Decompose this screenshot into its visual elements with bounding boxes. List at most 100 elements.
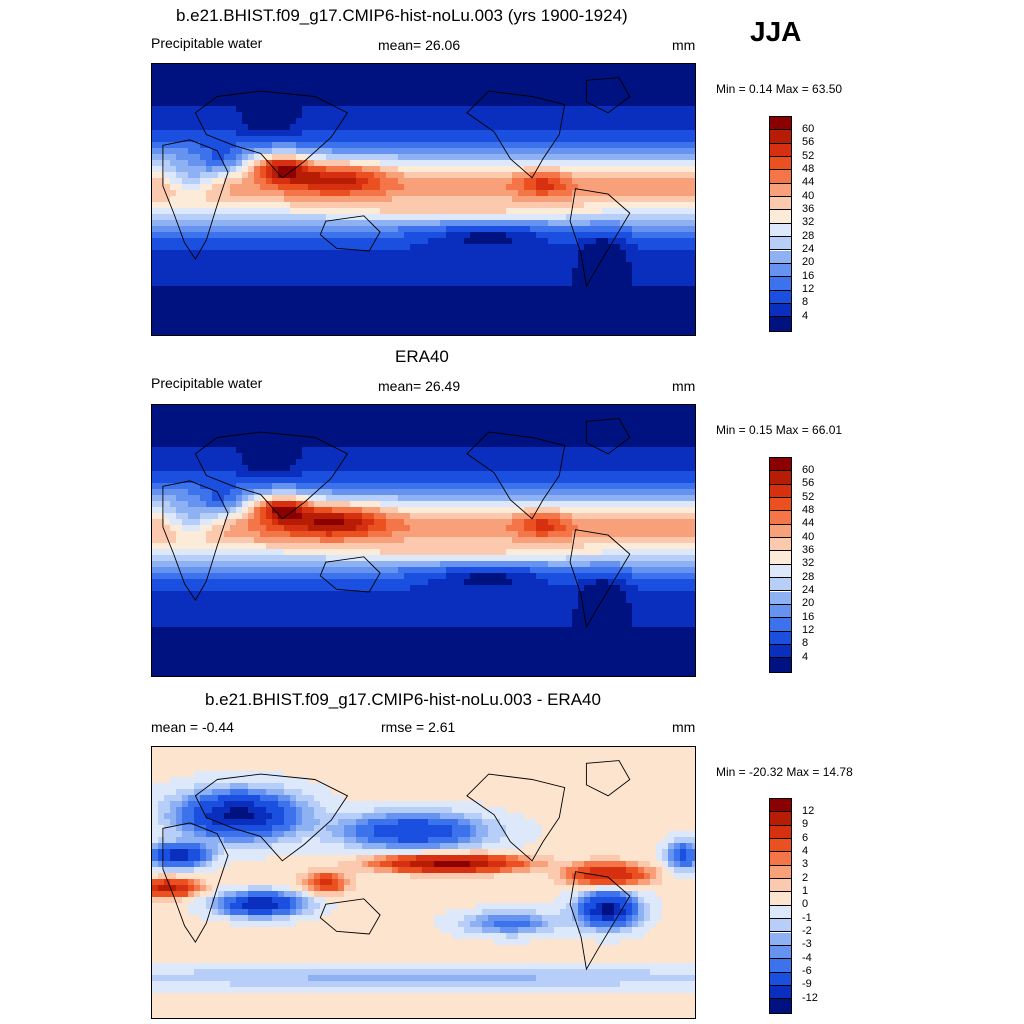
colorbar-tick-label: 24	[802, 243, 815, 255]
colorbar-swatch	[770, 564, 791, 579]
colorbar-swatch	[770, 839, 791, 853]
colorbar-swatch	[770, 591, 791, 605]
colorbar-swatch	[770, 905, 791, 920]
colorbar-swatch	[770, 183, 791, 198]
colorbar-tick-label: 48	[802, 503, 815, 516]
colorbar-swatch	[770, 999, 791, 1013]
colorbar-swatch	[770, 959, 791, 973]
coastline	[319, 215, 381, 252]
coastline	[569, 871, 631, 971]
colorbar-swatch	[770, 551, 791, 565]
coastline	[585, 77, 631, 114]
panel-2-mean-label: mean= 26.49	[378, 378, 461, 394]
colorbar-swatch	[770, 210, 791, 224]
colorbar-swatch	[770, 143, 791, 158]
diff-colorbar-box	[769, 798, 792, 1014]
colorbar-tick-label: -6	[802, 965, 812, 978]
coastline	[319, 898, 381, 935]
colorbar-swatch	[770, 157, 791, 171]
colorbar-tick-label: 40	[802, 189, 815, 202]
colorbar-tick-label: 4	[802, 309, 809, 322]
colorbar-swatch	[770, 972, 791, 986]
coastline	[319, 556, 381, 593]
colorbar-tick-label: 16	[802, 610, 815, 623]
colorbar-swatch	[770, 317, 791, 331]
panel-1-title: b.e21.BHIST.f09_g17.CMIP6-hist-noLu.003 …	[176, 6, 628, 25]
colorbar-tick-label: -12	[802, 991, 818, 1004]
colorbar-tick-label: 28	[802, 229, 815, 242]
coastline	[585, 418, 631, 455]
colorbar-tick-label: 4	[802, 650, 809, 663]
colorbar-tick-label: 8	[802, 296, 809, 309]
colorbar-tick-label: 9	[802, 818, 809, 831]
colorbar-tick-label: 12	[802, 624, 815, 637]
colorbar-tick-label: 36	[802, 543, 815, 556]
contour-field	[152, 64, 695, 335]
colorbar-tick-label: -3	[802, 938, 812, 951]
coastline	[569, 529, 631, 629]
colorbar-swatch	[770, 932, 791, 946]
colorbar-swatch	[770, 303, 791, 318]
panel-1-mean-label: mean= 26.06	[378, 37, 461, 53]
panel-2-title: ERA40	[395, 347, 449, 366]
colorbar-tick-label: 52	[802, 490, 815, 503]
colorbar-swatch	[770, 197, 791, 211]
colorbar-swatch	[770, 223, 791, 238]
colorbar-swatch	[770, 618, 791, 632]
colorbar-swatch	[770, 658, 791, 672]
coastline	[569, 188, 631, 288]
coastline	[194, 90, 349, 179]
colorbar-tick-label: 44	[802, 176, 815, 189]
colorbar-tick-label: 60	[802, 122, 815, 135]
contour-field	[152, 747, 695, 1018]
panel-3-title: b.e21.BHIST.f09_g17.CMIP6-hist-noLu.003 …	[205, 690, 601, 709]
colorbar-swatch	[770, 879, 791, 893]
panel-2-units-label: mm	[672, 378, 696, 394]
colorbar-tick-label: 40	[802, 530, 815, 543]
colorbar-swatch	[770, 604, 791, 619]
panel-3-map	[151, 746, 696, 1019]
colorbar-swatch	[770, 852, 791, 866]
colorbar-swatch	[770, 631, 791, 645]
panel-1-units-label: mm	[672, 37, 696, 53]
colorbar-tick-label: -4	[802, 951, 812, 964]
abs-colorbar-box	[769, 457, 792, 673]
abs-colorbar-box	[769, 116, 792, 332]
colorbar-swatch	[770, 538, 791, 552]
colorbar-tick-label: 52	[802, 149, 815, 162]
colorbar-tick-label: 32	[802, 216, 815, 229]
coastline	[585, 760, 631, 797]
colorbar-swatch	[770, 277, 791, 291]
coastline	[466, 90, 566, 179]
colorbar-tick-label: 20	[802, 597, 815, 610]
colorbar-swatch	[770, 644, 791, 659]
coastline	[466, 431, 566, 520]
colorbar-tick-label: 44	[802, 517, 815, 530]
colorbar-tick-label: -2	[802, 925, 812, 937]
colorbar-swatch	[770, 985, 791, 1000]
colorbar-swatch	[770, 458, 791, 472]
colorbar-tick-label: 0	[802, 898, 809, 911]
colorbar-swatch	[770, 471, 791, 485]
colorbar-swatch	[770, 511, 791, 525]
colorbar-swatch	[770, 865, 791, 880]
colorbar-swatch	[770, 170, 791, 184]
colorbar-tick-label: 36	[802, 202, 815, 215]
contour-field	[152, 405, 695, 676]
colorbar-swatch	[770, 892, 791, 906]
colorbar-swatch	[770, 117, 791, 131]
season-label: JJA	[750, 16, 802, 47]
colorbar-tick-label: 12	[802, 804, 815, 817]
colorbar-tick-label: 48	[802, 162, 815, 175]
panel-3-units-label: mm	[672, 719, 696, 735]
colorbar-swatch	[770, 825, 791, 840]
colorbar-tick-label: 4	[802, 844, 809, 857]
panel-2-minmax: Min = 0.15 Max = 66.01	[716, 423, 843, 437]
panel-1-variable-label: Precipitable water	[151, 35, 263, 51]
colorbar-tick-label: 12	[802, 283, 815, 296]
coastline	[466, 773, 566, 862]
colorbar-tick-label: 24	[802, 584, 815, 596]
colorbar-tick-label: 56	[802, 136, 815, 149]
colorbar-swatch	[770, 919, 791, 933]
panel-2-variable-label: Precipitable water	[151, 375, 263, 391]
